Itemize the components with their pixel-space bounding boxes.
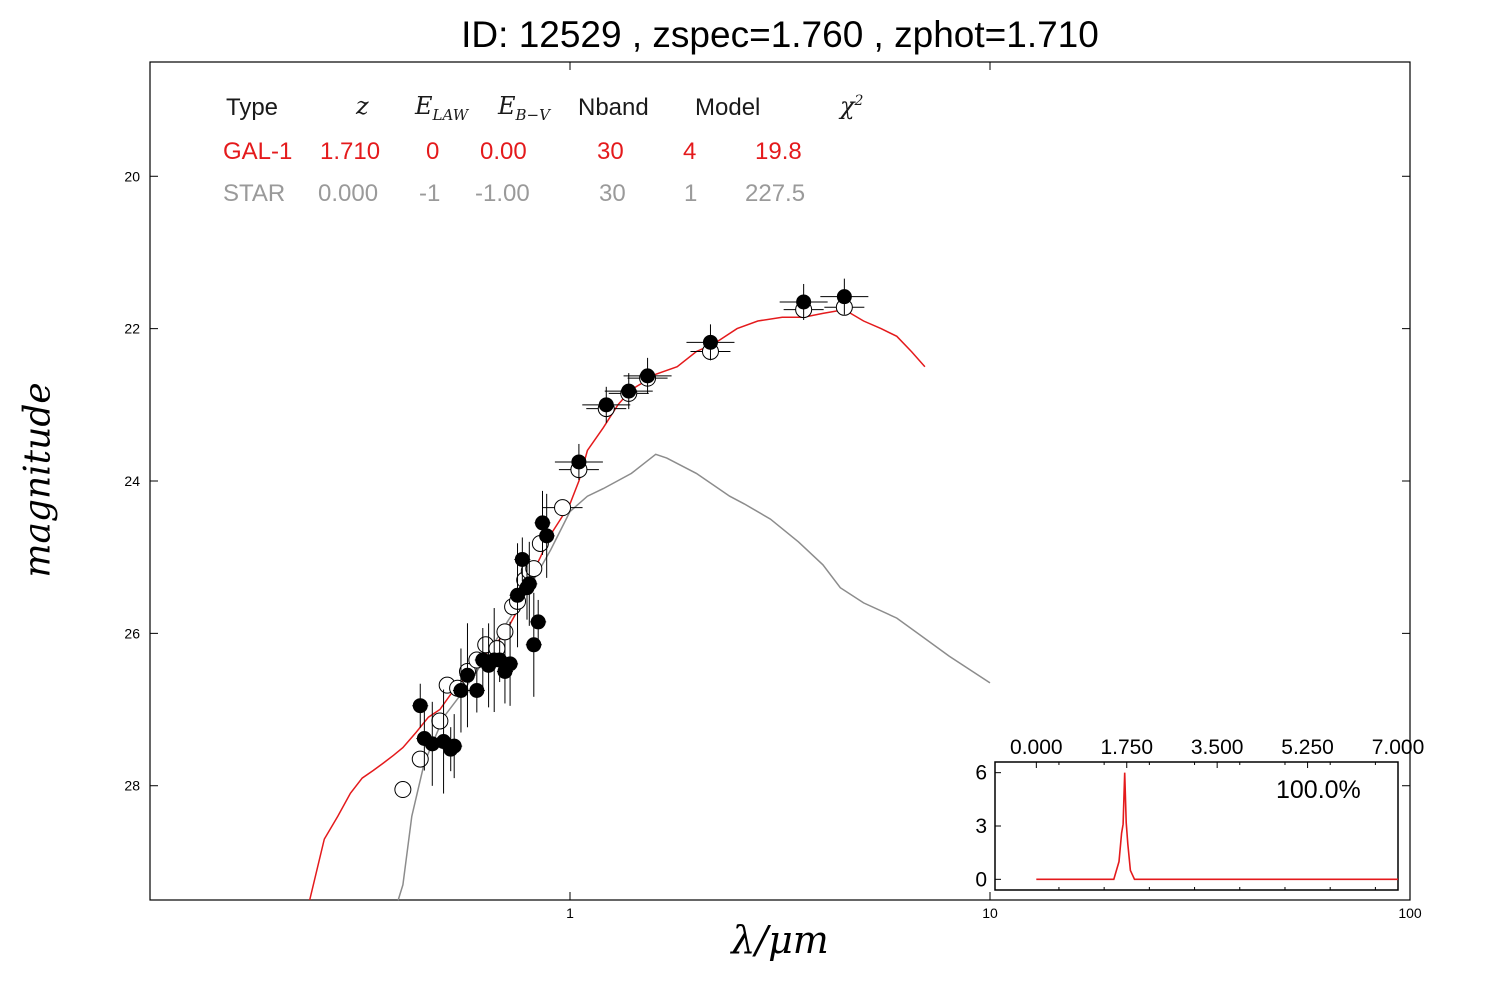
inset-y-tick-label: 6 xyxy=(975,762,987,785)
star-nband: 30 xyxy=(599,180,626,207)
observed-point xyxy=(598,397,614,413)
observed-point xyxy=(521,576,537,592)
gal-z: 1.710 xyxy=(320,138,381,165)
observed-point xyxy=(530,614,546,630)
observed-point xyxy=(796,294,812,310)
model-point xyxy=(431,712,449,730)
star-type: STAR xyxy=(223,180,286,207)
star-ebv: -1.00 xyxy=(475,180,530,207)
series-line-star xyxy=(397,453,991,901)
gal-type: GAL-1 xyxy=(223,138,293,165)
y-tick-label: 22 xyxy=(124,321,140,337)
inset-y-tick-label: 3 xyxy=(975,815,987,838)
inset-x-tick-label: 7.000 xyxy=(1372,736,1425,759)
observed-point xyxy=(534,515,550,531)
observed-point xyxy=(571,454,587,470)
observed-point xyxy=(640,368,656,384)
y-tick-label: 24 xyxy=(124,473,140,489)
inset-y-tick-label: 0 xyxy=(975,868,987,891)
inset-x-tick-label: 1.750 xyxy=(1100,736,1153,759)
observed-point xyxy=(621,383,637,399)
observed-point xyxy=(412,698,428,714)
model-point xyxy=(411,750,429,768)
observed-point xyxy=(702,334,718,350)
chart-title: ID: 12529 , zspec=1.760 , zphot=1.710 xyxy=(461,14,1099,55)
star-elaw: -1 xyxy=(419,180,441,207)
observed-point xyxy=(502,656,518,672)
y-tick-label: 26 xyxy=(124,625,140,641)
header-elaw: ELAW xyxy=(415,92,469,124)
header-z: z xyxy=(356,92,369,120)
header-ebv: EB−V xyxy=(498,92,550,124)
inset-x-tick-label: 3.500 xyxy=(1191,736,1244,759)
x-tick-label: 10 xyxy=(982,905,998,921)
gal-ebv: 0.00 xyxy=(480,138,527,165)
y-axis-label: magnitude xyxy=(17,382,59,578)
y-tick-label: 28 xyxy=(124,778,140,794)
observed-point xyxy=(526,637,542,653)
header-type: Type xyxy=(226,94,279,121)
observed-point xyxy=(836,289,852,305)
x-tick-label: 100 xyxy=(1398,905,1422,921)
pdz-inset: 0.000 1.750 3.500 5.250 7.000 0 3 6 xyxy=(975,736,1424,891)
gal-model: 4 xyxy=(683,138,697,165)
observed-point xyxy=(453,683,469,698)
series-line-gal-1 xyxy=(308,308,926,901)
x-tick-label: 1 xyxy=(566,905,574,921)
model-point xyxy=(554,499,572,517)
star-chi2: 227.5 xyxy=(745,180,806,207)
header-nband: Nband xyxy=(578,94,649,121)
observed-point xyxy=(446,738,462,754)
model-point xyxy=(525,560,543,578)
inset-x-tick-label: 0.000 xyxy=(1010,736,1063,759)
header-chi2: χ2 xyxy=(840,92,864,120)
inset-border xyxy=(994,761,1399,891)
observed-point xyxy=(459,667,475,683)
pdz-annotation: 100.0% xyxy=(1276,776,1361,804)
gal-nband: 30 xyxy=(597,138,624,165)
header-model: Model xyxy=(695,94,761,121)
observed-point xyxy=(539,528,555,544)
pdz-curve xyxy=(1036,772,1398,881)
gal-elaw: 0 xyxy=(426,138,440,165)
observed-point xyxy=(469,683,485,698)
model-point xyxy=(394,781,412,799)
x-axis-label: λ/μm xyxy=(731,918,829,962)
gal-chi2: 19.8 xyxy=(755,138,802,165)
main-series xyxy=(308,278,991,901)
star-z: 0.000 xyxy=(318,180,379,207)
y-tick-label: 20 xyxy=(124,168,140,184)
star-model: 1 xyxy=(684,180,698,207)
inset-x-tick-label: 5.250 xyxy=(1281,736,1334,759)
